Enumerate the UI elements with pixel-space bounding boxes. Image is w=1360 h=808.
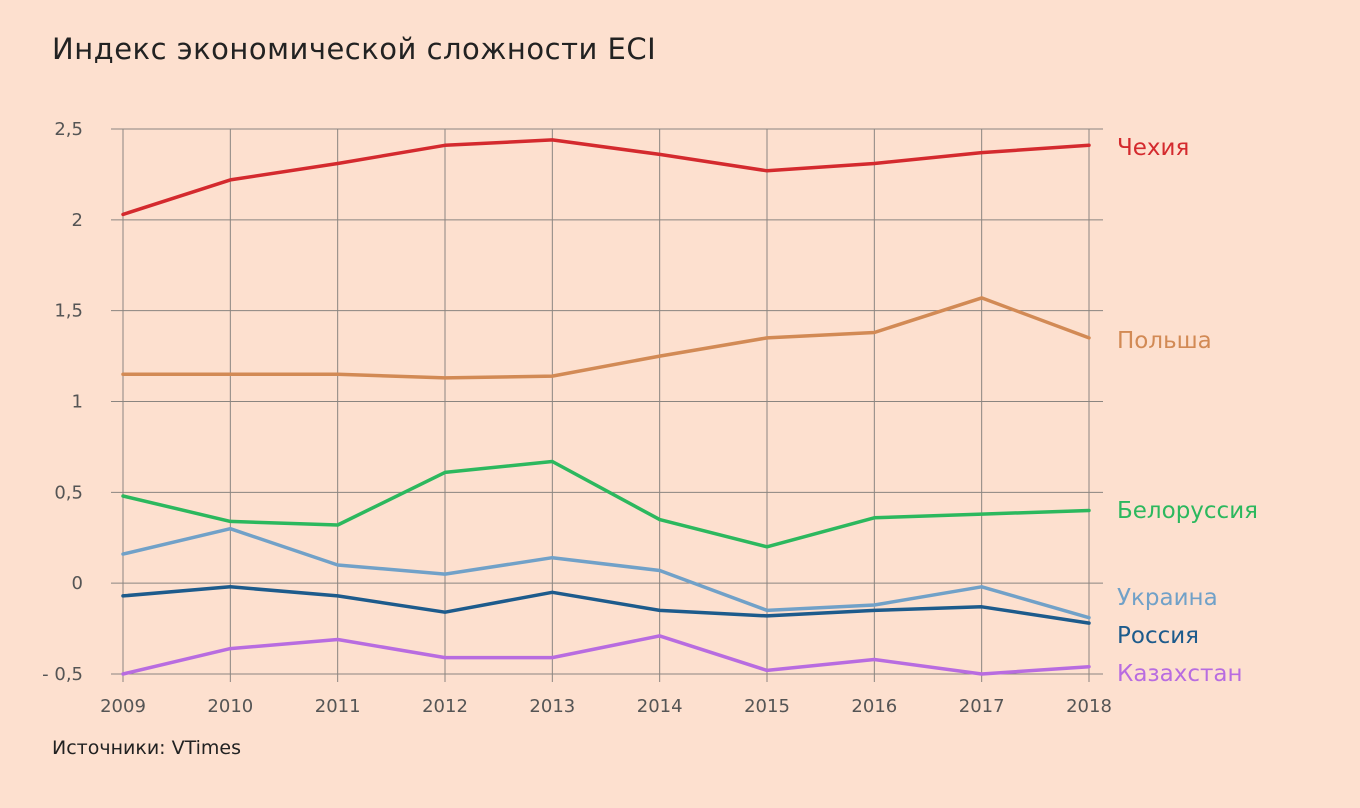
x-tick-label: 2018 [1066,696,1112,717]
y-tick-label: 1 [72,392,83,413]
y-tick-label: 0,5 [54,482,83,503]
y-tick-label: 2,5 [54,119,83,140]
series-line [121,634,1091,676]
series-line [121,526,1091,620]
y-tick-label: 1,5 [54,301,83,322]
x-tick-label: 2016 [851,696,897,717]
x-tick-label: 2013 [529,696,575,717]
series-label: Чехия [1117,135,1189,161]
series-line [121,585,1091,625]
series-label: Россия [1117,623,1199,649]
grid [111,128,1103,682]
y-tick-label: 0 [72,573,83,594]
axes: 2,5 2 1,5 1 0,5 0 - 0,5 2009 2010 2011 2012 2013 201… [42,119,1112,717]
x-tick-label: 2011 [315,696,361,717]
x-tick-label: 2017 [959,696,1005,717]
chart-title: Индекс экономической сложности ECI [52,32,657,66]
series-label: Польша [1117,328,1212,354]
series-lines [121,138,1091,676]
series-line [121,138,1091,217]
series-label: Украина [1117,585,1218,611]
x-tick-label: 2014 [637,696,683,717]
x-tick-label: 2015 [744,696,790,717]
source-note: Источники: VTimes [52,737,242,759]
series-label: Казахстан [1117,661,1243,687]
y-tick-label: - 0,5 [42,664,83,685]
y-tick-label: 2 [72,210,83,231]
series-line [121,459,1091,549]
series-labels: Чехия Польша Белоруссия Украина Россия Казахс… [1117,135,1258,687]
series-label: Белоруссия [1117,498,1258,524]
x-tick-label: 2010 [207,696,253,717]
series-line [121,296,1091,380]
x-tick-label: 2009 [100,696,146,717]
x-tick-label: 2012 [422,696,468,717]
